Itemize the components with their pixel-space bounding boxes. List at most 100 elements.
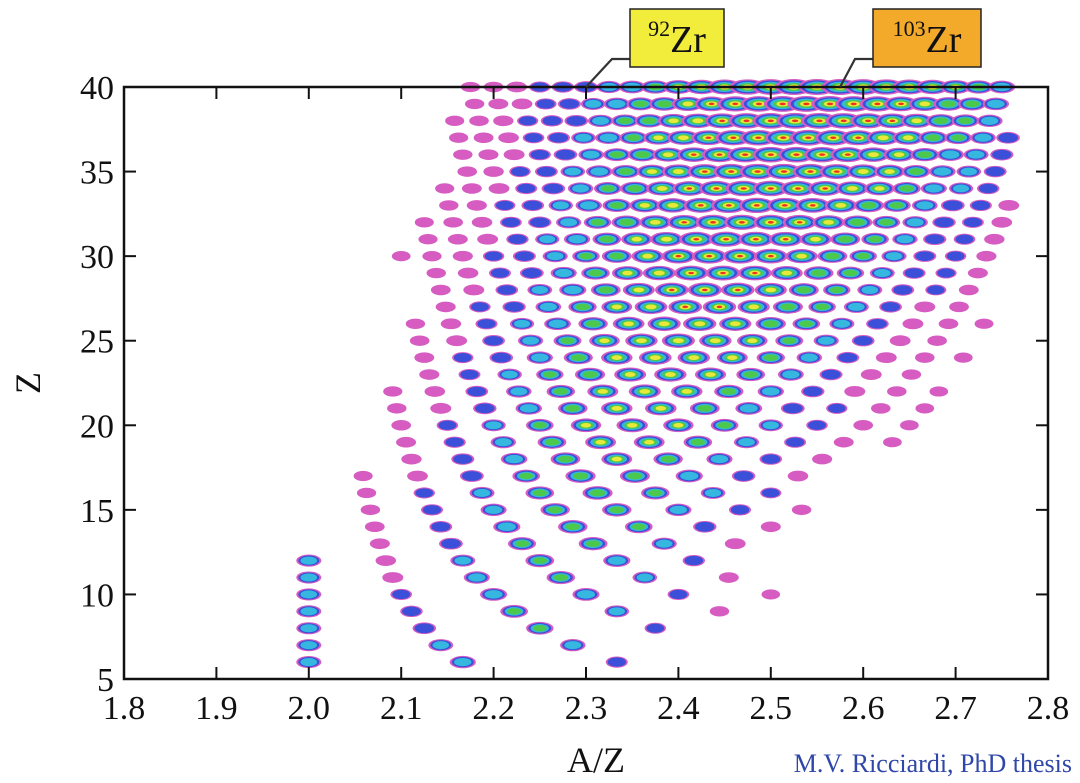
isotope-cell (522, 336, 539, 345)
isotope-cell (353, 470, 373, 482)
isotope-cell (564, 641, 582, 650)
isotope-cell (473, 488, 491, 497)
isotope-cell (887, 386, 907, 397)
isotope-cell (780, 303, 796, 311)
isotope-cell (900, 420, 919, 431)
isotope-cell (477, 233, 499, 245)
isotope-cell (821, 369, 841, 380)
isotope-cell (623, 321, 634, 327)
isotope-cell (547, 506, 563, 514)
isotope-cell (793, 153, 800, 156)
isotope-cell (467, 386, 487, 397)
annotation-mass-number: 92 (648, 16, 670, 41)
isotope-cell (860, 369, 882, 380)
isotope-cell (747, 338, 758, 344)
isotope-cell (501, 370, 518, 379)
isotope-cell (963, 217, 983, 227)
isotope-cell (564, 167, 581, 176)
isotope-cell (998, 132, 1018, 143)
isotope-cell (883, 437, 902, 448)
isotope-cell (575, 133, 592, 142)
isotope-cell (461, 471, 482, 481)
isotope-cell (645, 304, 657, 310)
isotope-cell (470, 302, 489, 312)
isotope-cell (396, 436, 417, 448)
y-tick-label: 30 (80, 239, 114, 276)
isotope-cell (419, 369, 440, 380)
isotope-cell (680, 471, 699, 481)
isotope-cell (488, 183, 510, 194)
isotope-cell (853, 335, 873, 346)
isotope-cell (466, 200, 487, 211)
isotope-cell (763, 320, 779, 328)
isotope-cell (622, 270, 633, 276)
isotope-cell (873, 269, 891, 278)
isotope-cell (530, 149, 550, 160)
isotope-cell (829, 286, 844, 294)
isotope-cell (846, 186, 858, 191)
x-tick-label: 2.5 (750, 690, 793, 727)
isotope-cell (755, 102, 763, 106)
isotope-cell (881, 302, 901, 312)
isotope-cell (478, 149, 499, 160)
isotope-cell (805, 136, 812, 140)
isotope-cell (513, 319, 531, 328)
isotope-cell (752, 237, 759, 241)
isotope-cell (958, 117, 973, 125)
isotope-cell (539, 235, 556, 244)
isotope-cell (649, 355, 661, 361)
isotope-cell (422, 250, 442, 262)
isotope-cell (708, 102, 715, 106)
y-axis-title: Z (8, 372, 48, 394)
isotope-cell (681, 389, 693, 394)
credit-text: M.V. Ricciardi, PhD thesis (794, 749, 1072, 778)
isotope-cell (609, 252, 625, 260)
isotope-cell (660, 236, 672, 242)
isotope-cell (710, 454, 729, 464)
annotation-box (872, 8, 982, 68)
isotope-cell (672, 338, 684, 344)
isotope-cell (743, 119, 750, 123)
isotope-cell (761, 454, 781, 464)
isotope-cell (653, 135, 664, 141)
isotope-cell (874, 102, 881, 106)
isotope-cell (511, 98, 533, 110)
isotope-cell (925, 134, 941, 142)
isotope-cell (504, 302, 524, 312)
isotope-cell (692, 118, 704, 124)
isotope-cell (807, 170, 814, 173)
isotope-cell (861, 285, 879, 295)
isotope-cell (915, 403, 935, 414)
isotope-cell (575, 303, 590, 311)
isotope-cell (974, 133, 992, 142)
isotope-cell (941, 150, 960, 159)
isotope-cell (532, 489, 547, 497)
isotope-cell (929, 386, 949, 397)
annotation-element: Zr (926, 19, 962, 61)
isotope-cell (843, 269, 858, 277)
isotope-cell (626, 134, 641, 142)
isotope-cell (987, 99, 1005, 109)
isotope-cell (782, 337, 797, 344)
isotope-cells (296, 79, 1020, 669)
isotope-cell (686, 187, 693, 190)
isotope-cell (915, 251, 935, 261)
isotope-cell (461, 183, 482, 194)
x-tick-label: 2.8 (1027, 690, 1070, 727)
isotope-cell (484, 335, 504, 346)
isotope-cell (494, 438, 512, 447)
isotope-cell (375, 555, 397, 566)
x-tick-label: 1.9 (195, 690, 238, 727)
isotope-cell (636, 338, 647, 344)
isotope-cell (454, 556, 472, 565)
nuclide-annotations: 92Zr 103Zr (585, 8, 982, 88)
isotope-cell (952, 184, 970, 193)
isotope-cell (559, 99, 580, 109)
isotope-cell (598, 286, 614, 294)
x-tick-label: 2.2 (472, 690, 515, 727)
isotope-cell (618, 117, 632, 125)
isotope-cell (734, 288, 741, 292)
isotope-cell (911, 118, 922, 124)
isotope-cell (799, 320, 814, 328)
isotope-cell (724, 538, 746, 550)
